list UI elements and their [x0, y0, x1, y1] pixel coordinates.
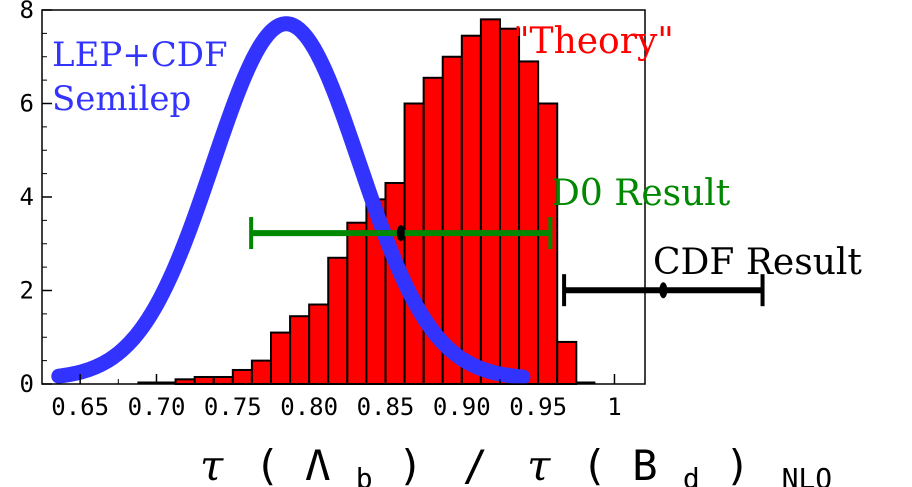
xlabel-close2: ) — [725, 441, 750, 487]
histogram-bar — [460, 34, 482, 386]
y-tick-label: 2 — [20, 277, 34, 305]
histogram-bar — [269, 331, 292, 386]
curve-label-line2: Semilep — [52, 79, 191, 119]
xlabel-tau2: τ — [527, 441, 551, 487]
x-tick-label: 0.80 — [280, 393, 338, 421]
x-tick-label: 0.65 — [51, 393, 109, 421]
histogram-bar — [193, 375, 215, 385]
histogram-bar — [346, 221, 368, 385]
xlabel-sub3: NLO — [782, 462, 833, 487]
histogram-bar — [327, 256, 349, 385]
xlabel-slash: / — [462, 441, 487, 487]
xlabel-close1: ) — [398, 441, 423, 487]
x-tick-label: 0.70 — [128, 393, 186, 421]
error-bars — [249, 217, 765, 307]
d0-central-value — [396, 225, 405, 242]
y-tick-label: 8 — [20, 0, 34, 24]
histogram-label: "Theory" — [513, 21, 674, 62]
histogram-bar — [537, 102, 559, 385]
histogram-bar — [498, 27, 521, 385]
histogram-bar — [250, 359, 272, 385]
histogram-bar — [556, 340, 578, 385]
xlabel-open2: ( — [582, 441, 607, 487]
histogram-bar — [403, 102, 425, 385]
xlabel-open1: ( — [255, 441, 280, 487]
histogram-bar — [479, 18, 501, 385]
gaussian-curve — [51, 16, 531, 385]
xlabel-sub1: b — [356, 462, 373, 487]
gaussian-curve-layer — [51, 16, 531, 385]
x-tick-label: 1 — [607, 393, 621, 421]
x-tick-label: 0.90 — [433, 393, 491, 421]
cdf-result-label: CDF Result — [653, 242, 862, 283]
d0-result-label: D0 Result — [551, 173, 731, 214]
x-tick-label: 0.85 — [357, 393, 415, 421]
y-tick-label: 4 — [20, 183, 34, 211]
y-tick-label: 0 — [20, 370, 34, 398]
x-tick-label: 0.95 — [509, 393, 567, 421]
xlabel-tau1: τ — [200, 441, 224, 487]
histogram-bar — [289, 315, 311, 385]
curve-label-line1: LEP+CDF — [52, 35, 228, 75]
xlabel-lambda: Λ — [305, 441, 330, 487]
axis-ticks: 0.65 0.70 0.75 0.80 0.85 0.90 0.95 1 0 2 4 6 8 — [20, 0, 622, 421]
xlabel-sub2: d — [683, 462, 700, 487]
histogram-bar — [308, 303, 330, 385]
histogram-bar — [231, 368, 253, 386]
y-tick-label: 6 — [20, 90, 34, 118]
cdf-central-value — [659, 282, 668, 299]
histogram-bar — [518, 60, 540, 386]
x-tick-label: 0.75 — [204, 393, 262, 421]
xlabel-b: B — [632, 441, 657, 487]
x-axis-label: τ ( Λ b ) / τ ( B d ) NLO — [200, 441, 832, 487]
histogram-bar — [212, 375, 234, 385]
